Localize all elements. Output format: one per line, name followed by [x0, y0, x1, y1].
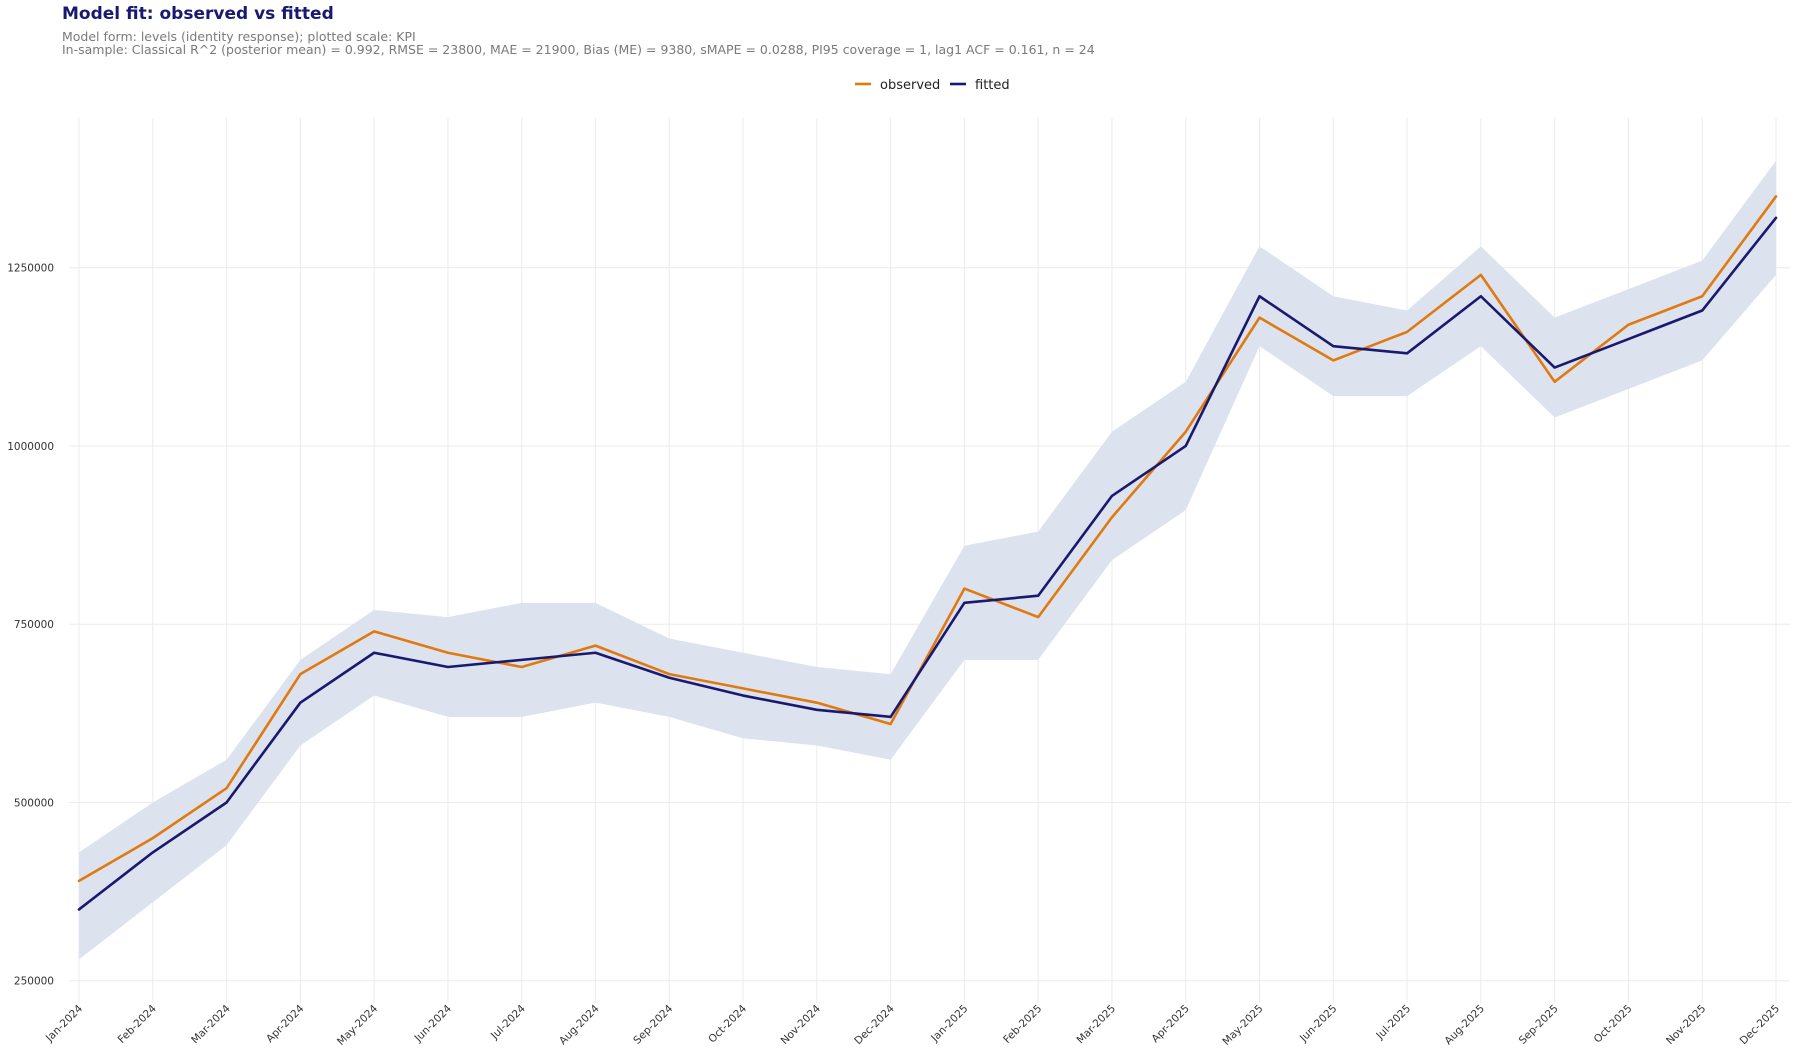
x-tick-label: Feb-2025 — [1001, 1003, 1044, 1046]
x-tick-label: Jul-2025 — [1373, 1003, 1413, 1043]
x-tick-label: Aug-2024 — [557, 1002, 602, 1047]
x-tick-label: May-2025 — [1220, 1003, 1265, 1048]
x-axis: Jan-2024 Feb-2024 Mar-2024 Apr-2024 May-2024… — [43, 1002, 1782, 1048]
x-tick-label: Nov-2024 — [779, 1002, 824, 1047]
x-tick-label: Oct-2024 — [706, 1002, 749, 1045]
x-tick-label: Mar-2025 — [1074, 1003, 1118, 1047]
legend: observed fitted — [855, 78, 1010, 93]
chart-subtitle-model-form: Model form: levels (identity response); … — [62, 29, 416, 44]
interval-band-layer — [79, 160, 1776, 960]
series-layer — [77, 195, 1778, 911]
prediction-interval-band — [79, 160, 1776, 960]
x-tick-label: Jul-2024 — [488, 1002, 528, 1042]
x-tick-label: May-2024 — [335, 1002, 381, 1048]
y-tick-label: 250000 — [14, 976, 54, 988]
x-tick-label: Nov-2025 — [1664, 1003, 1708, 1047]
x-tick-label: Apr-2024 — [264, 1002, 307, 1045]
legend-label-observed: observed — [880, 78, 940, 93]
chart-subtitle-in-sample-metrics: In-sample: Classical R^2 (posterior mean… — [62, 42, 1095, 57]
x-tick-label: Sep-2025 — [1517, 1003, 1561, 1047]
chart-title: Model fit: observed vs fitted — [62, 4, 334, 24]
x-tick-label: Mar-2024 — [189, 1002, 233, 1046]
series-line-fitted — [77, 216, 1778, 911]
x-tick-label: Sep-2024 — [631, 1002, 675, 1046]
grid-layer — [69, 118, 1790, 1003]
y-tick-label: 500000 — [14, 797, 54, 809]
legend-label-fitted: fitted — [975, 78, 1010, 93]
x-tick-label: Jun-2025 — [1297, 1003, 1339, 1045]
x-tick-label: Jun-2024 — [412, 1002, 455, 1045]
series-line-observed — [77, 195, 1778, 883]
x-tick-label: Dec-2025 — [1738, 1003, 1782, 1047]
x-tick-label: Dec-2024 — [852, 1002, 897, 1047]
x-tick-label: Feb-2024 — [116, 1002, 159, 1045]
y-tick-label: 750000 — [14, 619, 54, 631]
x-tick-label: Jan-2024 — [43, 1002, 85, 1044]
y-axis: 250000 500000 750000 1000000 1250000 — [7, 263, 54, 988]
x-tick-label: Apr-2025 — [1149, 1003, 1191, 1045]
x-tick-label: Jan-2025 — [928, 1003, 970, 1045]
x-tick-label: Oct-2025 — [1592, 1003, 1635, 1046]
y-tick-label: 1250000 — [7, 263, 54, 275]
x-tick-label: Aug-2025 — [1442, 1003, 1487, 1048]
y-tick-label: 1000000 — [7, 441, 54, 453]
